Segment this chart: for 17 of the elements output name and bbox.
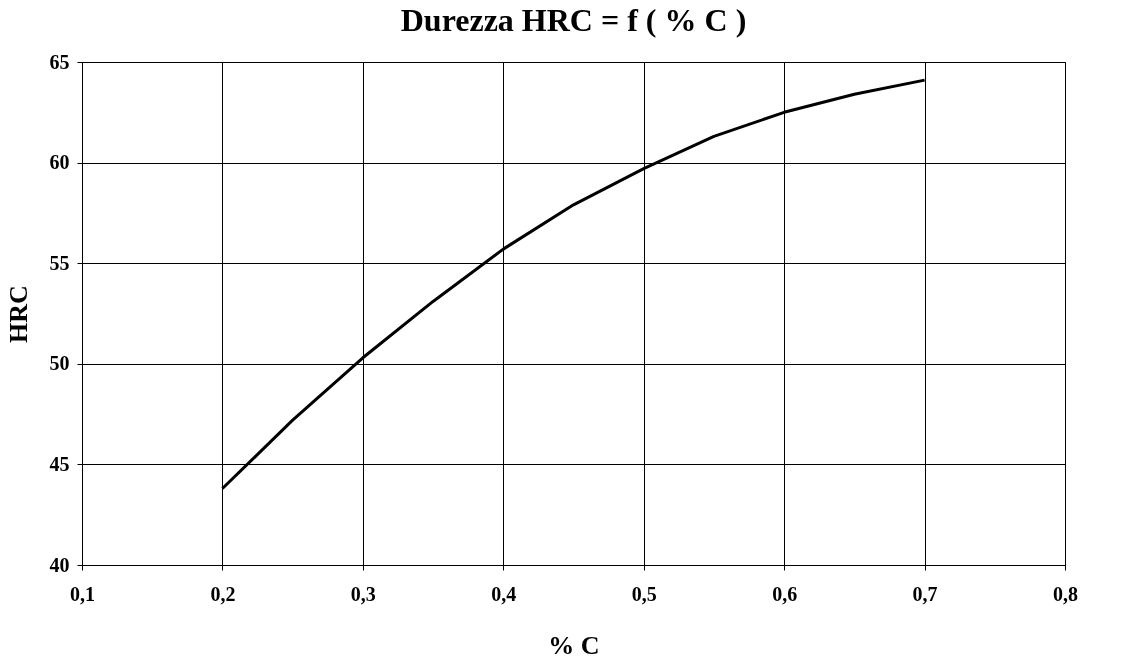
x-tick-label: 0,2 (210, 582, 236, 605)
y-tick-label: 60 (49, 151, 70, 174)
x-axis-title: % C (548, 630, 600, 660)
x-tick-label: 0,1 (70, 582, 95, 605)
chart-title: Durezza HRC = f ( % C ) (400, 2, 747, 38)
x-tick-label: 0,3 (350, 582, 376, 605)
y-tick-label: 50 (49, 352, 70, 375)
x-tick-label: 0,8 (1053, 582, 1078, 605)
y-tick-label: 45 (49, 452, 70, 475)
y-axis-title: HRC (3, 285, 33, 343)
x-tick-label: 0,7 (912, 582, 938, 605)
x-tick-label: 0,6 (772, 582, 798, 605)
x-tick-label: 0,5 (631, 582, 657, 605)
x-tick-label: 0,4 (491, 582, 517, 605)
y-tick-label: 40 (49, 553, 70, 576)
y-tick-label: 65 (49, 50, 70, 73)
y-tick-label: 55 (49, 251, 70, 274)
